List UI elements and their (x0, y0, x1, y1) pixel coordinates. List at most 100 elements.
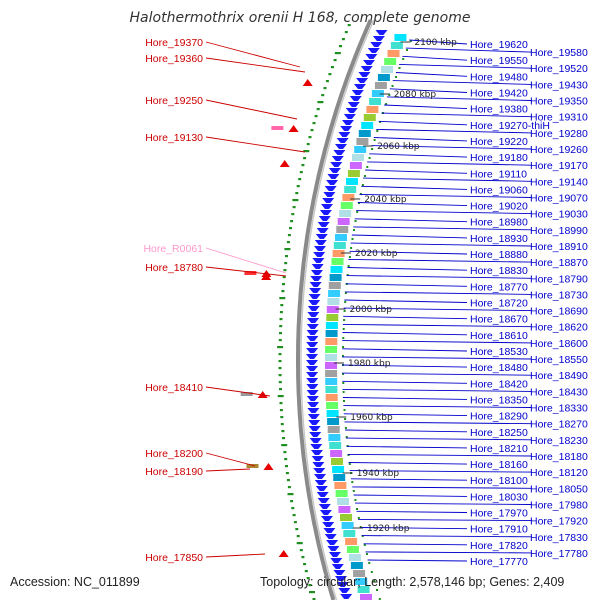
gc-inner-dot (342, 373, 345, 375)
gc-inner-dot (346, 274, 349, 276)
feature-block (325, 370, 338, 377)
cds-arrow (372, 36, 385, 41)
right-leader-line (363, 543, 468, 546)
gc-inner-dot (376, 130, 379, 132)
right-leader-line (361, 535, 532, 538)
cds-arrow (343, 114, 356, 119)
gc-inner-dot (398, 67, 401, 69)
feature-block (337, 218, 350, 225)
cds-arrow (306, 378, 319, 383)
gc-inner-dot (406, 49, 408, 51)
gc-dash (284, 262, 288, 265)
gc-dash (281, 444, 288, 447)
gc-inner-dot (342, 391, 345, 393)
gc-inner-dot (345, 436, 348, 438)
feature-block (330, 450, 343, 457)
gene-label-left: Hore_18780 (145, 262, 203, 274)
cds-arrow (336, 582, 349, 587)
feature-block (394, 34, 407, 41)
cds-arrow (347, 102, 360, 107)
label-leader-lines (205, 39, 532, 562)
gc-dash (279, 311, 283, 314)
kbp-tick-label: 1960 kbp (350, 413, 393, 423)
gc-dash (301, 556, 305, 559)
feature-block (327, 418, 340, 425)
left-leader-line (205, 386, 271, 397)
feature-block (344, 186, 357, 193)
feature-block (340, 514, 352, 521)
gene-label-right: Hore_19180 (470, 152, 528, 164)
cds-arrow (327, 546, 340, 551)
gene-label-right: Hore_18160 (470, 459, 528, 471)
gene-label-left: Hore_18410 (145, 382, 203, 394)
gc-inner-dot (348, 463, 351, 465)
gc-dash (279, 332, 282, 335)
feature-block (346, 178, 358, 185)
gene-label-right: Hore_19520 (530, 63, 588, 75)
cds-arrow (333, 570, 346, 575)
feature-block (349, 162, 362, 169)
left-leader-line (205, 57, 306, 73)
cds-arrow (306, 336, 319, 341)
feature-block (361, 122, 374, 129)
gene-label-right: Hore_18120 (530, 467, 588, 479)
cds-arrow (315, 234, 328, 239)
backbone-inner-arc (300, 19, 375, 600)
gc-dash (279, 297, 286, 300)
gc-dash (279, 318, 283, 321)
cds-arrow (313, 252, 326, 257)
feature-block (340, 202, 353, 209)
gc-dash (279, 388, 282, 391)
right-leader-line (342, 397, 468, 400)
right-leader-line (356, 210, 532, 215)
feature-block (331, 458, 343, 465)
gene-label-right: Hore_18720 (470, 298, 528, 310)
gene-label-right: Hore_19170 (530, 160, 588, 172)
gene-label-right: Hore_17910 (470, 524, 528, 536)
cds-arrow (306, 354, 318, 359)
gc-dash (277, 346, 284, 349)
gene-label-right: Hore_18550 (530, 354, 588, 366)
feature-block (325, 338, 338, 345)
right-leader-line (350, 478, 468, 481)
right-leader-line (353, 494, 468, 497)
gc-dash (279, 325, 283, 328)
feature-block (326, 306, 339, 313)
feature-block (335, 234, 347, 241)
cds-arrow (307, 402, 320, 407)
feature-block (346, 546, 359, 553)
cds-arrow (306, 372, 319, 377)
gc-dash (280, 423, 284, 426)
reverse-marker (278, 550, 289, 557)
gene-label-right: Hore_17770 (470, 556, 528, 568)
cds-arrow (324, 186, 337, 191)
gc-inner-dot (344, 292, 347, 294)
gc-dash (290, 220, 294, 223)
gc-inner-dot (402, 58, 405, 60)
cds-arrow (330, 162, 343, 167)
cds-arrow (308, 426, 321, 431)
right-leader-line (354, 218, 468, 223)
gene-label-right: Hore_19550 (470, 55, 528, 67)
feature-block (325, 346, 338, 353)
feature-block (350, 562, 363, 569)
right-leader-line (348, 462, 468, 465)
gene-label-left: Hore_17850 (145, 552, 203, 564)
kbp-tick-label: 2060 kbp (377, 142, 420, 152)
right-leader-line (389, 88, 468, 93)
gc-dash (278, 339, 282, 342)
cds-arrow (375, 30, 388, 35)
gc-inner-dot (385, 103, 388, 105)
gene-label-right: Hore_19480 (470, 71, 528, 83)
feature-block (352, 154, 364, 161)
cds-arrow (309, 438, 322, 443)
gc-dash (278, 367, 282, 370)
cds-arrow (316, 492, 329, 497)
cds-arrow (330, 558, 343, 563)
gc-inner-dot (364, 175, 366, 177)
right-leader-line (347, 267, 468, 271)
accession-text: Accession: NC_011899 (10, 575, 140, 589)
gene-label-right: Hore_17980 (530, 500, 588, 512)
reverse-marker (288, 125, 299, 132)
gc-inner-dot (368, 157, 371, 159)
